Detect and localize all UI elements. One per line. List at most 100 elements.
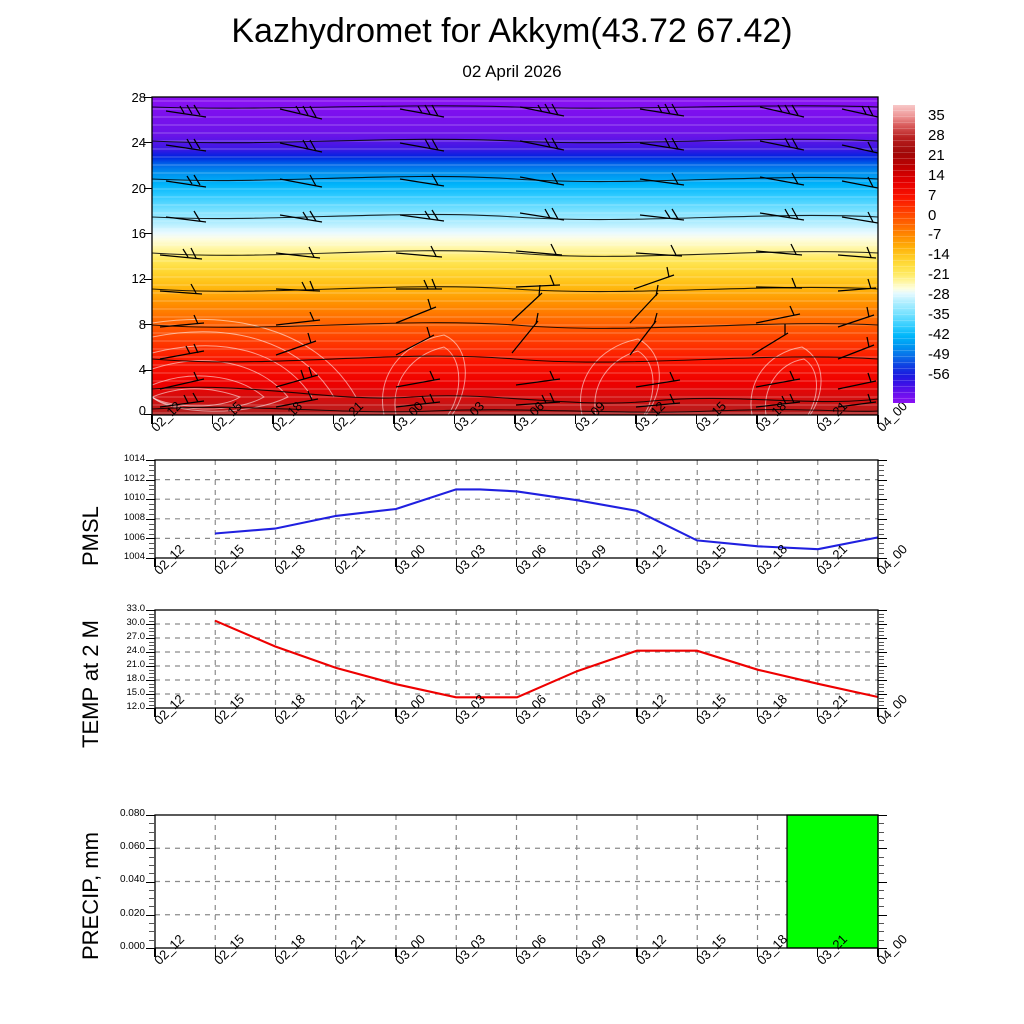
x-tick: [756, 708, 759, 717]
y-tick-minor-right: [878, 523, 884, 525]
y-tick-right: [878, 708, 887, 709]
y-tick-minor: [149, 509, 155, 510]
y-tick-minor: [149, 669, 155, 671]
y-tick-minor: [149, 662, 155, 664]
precip-panel[interactable]: [154, 814, 879, 949]
y-tick-minor-right: [878, 620, 884, 622]
y-tick-minor-right: [878, 645, 884, 646]
x-tick: [393, 415, 395, 424]
y-tick-minor: [149, 620, 155, 622]
temp-series: [214, 619, 879, 699]
y-tick-minor: [149, 655, 155, 657]
y-tick-right: [878, 610, 887, 611]
y-tick: [144, 370, 152, 371]
y-tick: [146, 558, 155, 559]
precip-bar: [786, 814, 879, 949]
y-tick-minor-right: [878, 631, 884, 632]
vertical-cross-section-panel[interactable]: [151, 96, 879, 416]
x-tick: [335, 948, 337, 957]
y-tick-minor-right: [878, 648, 884, 650]
x-tick: [395, 708, 397, 717]
x-tick: [455, 948, 457, 957]
y-tick-minor: [149, 645, 155, 646]
x-axis-label: 04_00: [874, 398, 911, 435]
colorbar-label: 7: [928, 186, 937, 204]
y-axis-label: 1008: [123, 511, 145, 523]
y-tick-right: [878, 948, 887, 949]
y-tick-minor-right: [878, 864, 884, 866]
x-tick: [756, 558, 759, 567]
y-label-16: 16: [131, 226, 146, 241]
y-tick-minor-right: [878, 690, 884, 692]
x-tick: [696, 708, 698, 717]
y-axis-label: 33.0: [126, 603, 146, 615]
x-tick: [455, 708, 457, 717]
y-tick-minor: [149, 548, 155, 550]
y-tick-minor: [149, 613, 155, 615]
y-tick: [144, 142, 152, 143]
y-tick: [146, 708, 155, 709]
x-tick: [756, 948, 759, 957]
temp-plot: [154, 609, 879, 709]
y-axis-label: 15.0: [126, 687, 146, 699]
y-tick-minor-right: [878, 489, 884, 491]
y-tick-minor-right: [878, 931, 884, 933]
x-tick: [211, 415, 214, 424]
y-tick-right: [878, 638, 887, 639]
pmsl-plot: [154, 459, 879, 559]
y-tick-minor: [149, 873, 155, 875]
x-tick: [576, 948, 578, 957]
y-axis-label: 1010: [123, 492, 145, 504]
y-tick-right: [878, 694, 887, 695]
y-tick: [146, 881, 155, 883]
y-tick-minor-right: [878, 839, 884, 841]
y-tick-minor: [149, 690, 155, 692]
y-tick-right: [878, 460, 887, 461]
y-tick: [146, 610, 155, 611]
y-tick-minor-right: [878, 613, 884, 615]
x-tick: [154, 948, 156, 957]
y-tick-minor-right: [878, 673, 884, 674]
y-tick-minor-right: [878, 484, 884, 486]
x-tick: [274, 948, 277, 957]
y-tick-minor-right: [878, 469, 884, 471]
temp-panel[interactable]: [154, 609, 879, 709]
y-tick-minor: [149, 823, 155, 825]
y-tick-minor-right: [878, 543, 884, 545]
temperature-colorbar[interactable]: [893, 105, 915, 403]
x-tick: [877, 948, 879, 957]
y-tick-minor: [149, 701, 155, 702]
y-axis-label: 0.020: [119, 907, 145, 919]
x-tick: [214, 708, 216, 717]
y-tick-minor: [149, 683, 155, 685]
y-tick-minor-right: [878, 701, 884, 702]
y-tick-minor-right: [878, 474, 884, 476]
y-axis-label: 18.0: [126, 673, 146, 685]
y-tick-minor-right: [878, 873, 884, 875]
x-tick: [576, 558, 578, 567]
x-tick: [636, 948, 638, 957]
colorbar-label: 21: [928, 146, 945, 164]
x-axis-label: 04_00: [874, 541, 911, 578]
y-label-24: 24: [131, 135, 146, 150]
y-tick-minor: [149, 906, 155, 908]
y-tick-minor: [149, 528, 155, 530]
y-tick-minor: [149, 856, 155, 858]
y-tick-right: [878, 666, 887, 667]
y-tick: [146, 638, 155, 639]
y-tick: [144, 414, 152, 415]
colorbar-label: -21: [928, 266, 950, 284]
pmsl-panel[interactable]: [154, 459, 879, 559]
y-tick-minor: [149, 484, 155, 486]
y-label-4: 4: [138, 362, 146, 377]
y-axis-label: 1006: [123, 531, 145, 543]
y-tick-minor: [149, 839, 155, 841]
y-tick-minor-right: [878, 906, 884, 908]
y-tick-minor-right: [878, 464, 884, 466]
x-tick: [756, 415, 758, 424]
y-tick-minor: [149, 923, 155, 925]
y-axis-label: 12.0: [126, 701, 146, 713]
y-tick-minor: [149, 931, 155, 933]
y-tick-minor-right: [878, 513, 884, 515]
pmsl-series: [214, 488, 879, 551]
